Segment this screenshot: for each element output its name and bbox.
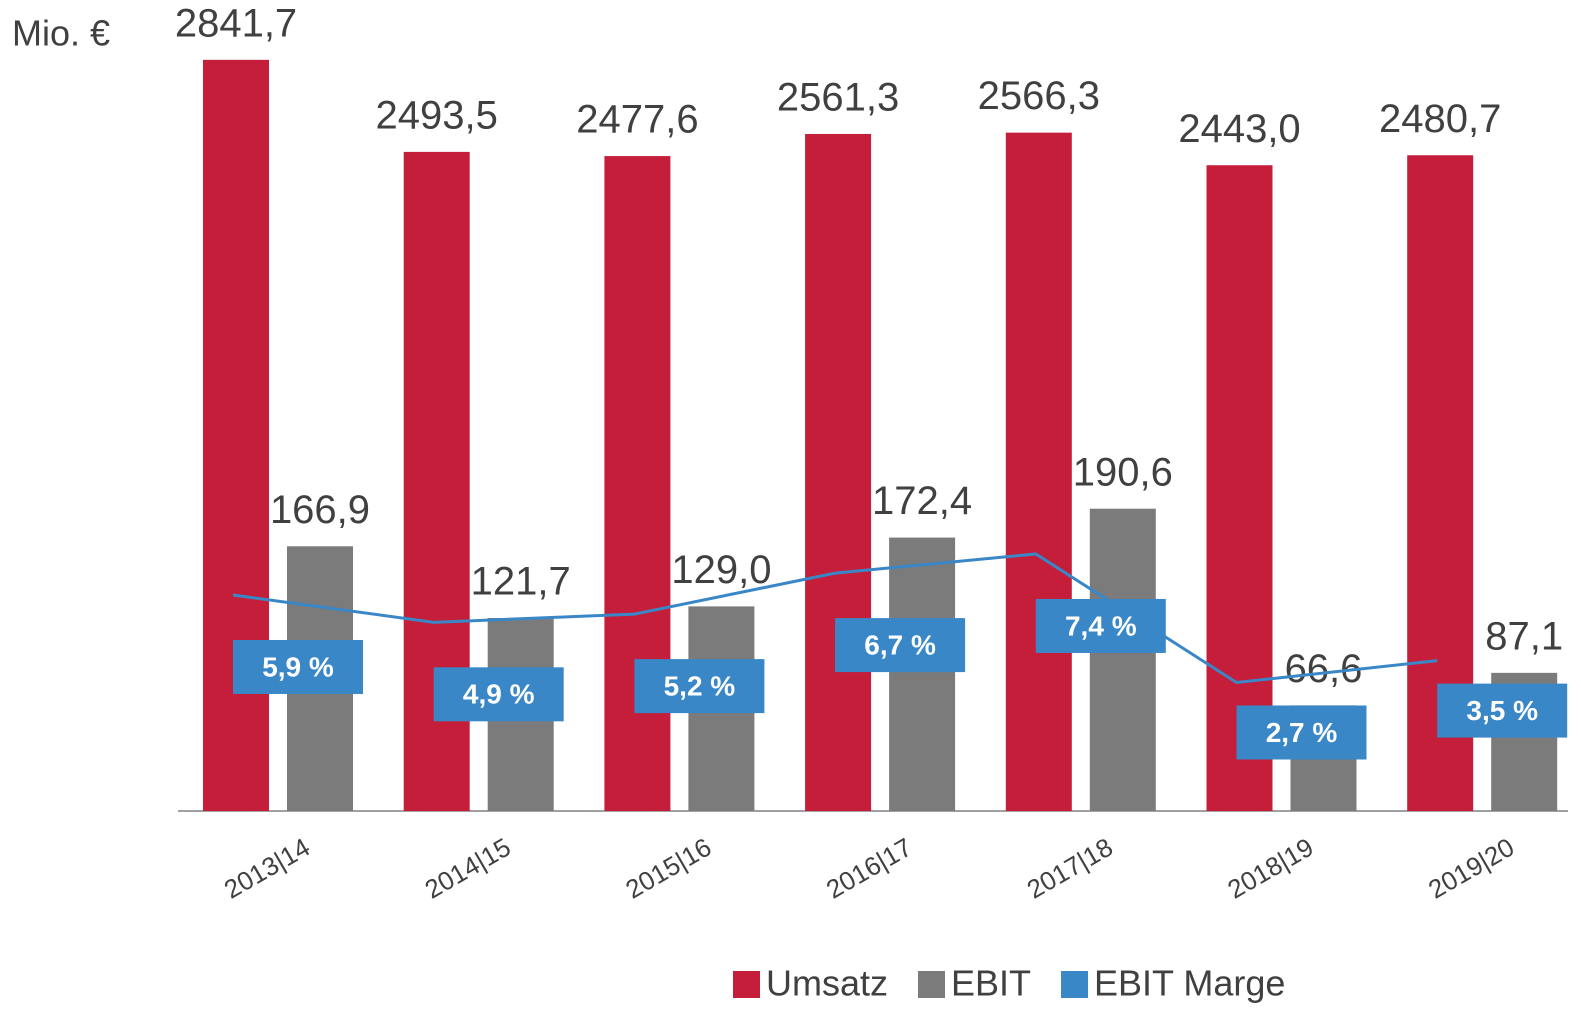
label-box	[1437, 683, 1568, 738]
data-label: 6,7 %	[864, 629, 936, 660]
label-box	[835, 618, 966, 673]
bar	[1005, 132, 1072, 812]
unit-label: Mio. €	[12, 13, 110, 54]
data-label: 5,9 %	[262, 651, 334, 682]
x-tick-label: 2019|20	[1423, 832, 1519, 905]
legend-swatch	[1061, 971, 1089, 998]
legend-swatch	[918, 971, 946, 998]
x-tick-label: 2014|15	[420, 832, 516, 905]
x-tick-label: 2016|17	[821, 832, 917, 905]
x-tick-label: 2013|14	[219, 832, 315, 905]
label-box	[1035, 598, 1166, 653]
bar	[1089, 508, 1156, 811]
data-label: 87,1	[1485, 614, 1563, 658]
line	[232, 552, 1438, 685]
data-label: 129,0	[671, 548, 771, 592]
data-label: 2841,7	[175, 1, 297, 45]
data-label: 7,4 %	[1065, 610, 1137, 641]
data-label: 2566,3	[978, 74, 1100, 118]
legend-label: EBIT Marge	[1094, 963, 1285, 1004]
x-tick-label: 2017|18	[1022, 832, 1118, 905]
legend-label: EBIT	[951, 963, 1031, 1004]
data-label: 4,9 %	[463, 679, 535, 710]
data-label: 2,7 %	[1266, 717, 1338, 748]
x-tick-label: 2015|16	[620, 832, 716, 905]
label-box	[233, 639, 363, 694]
legend-swatch	[733, 971, 760, 998]
data-label: 190,6	[1073, 450, 1173, 494]
bar	[203, 59, 269, 811]
x-tick-label: 2018|19	[1222, 832, 1318, 905]
data-label: 2480,7	[1379, 97, 1501, 141]
data-label: 172,4	[872, 479, 972, 523]
data-label: 2493,5	[376, 93, 498, 137]
data-label: 3,5 %	[1466, 695, 1538, 726]
label-box	[634, 659, 765, 714]
data-label: 166,9	[270, 488, 370, 532]
label-box	[433, 667, 564, 722]
bar	[1206, 165, 1273, 812]
data-label: 2561,3	[777, 76, 899, 120]
label-box	[1236, 705, 1367, 760]
data-label: 2443,0	[1178, 107, 1300, 151]
bar	[889, 537, 956, 811]
data-label: 121,7	[471, 560, 571, 604]
legend-label: Umsatz	[766, 963, 888, 1004]
data-label: 2477,6	[576, 98, 698, 142]
data-label: 5,2 %	[664, 671, 736, 702]
bar	[805, 133, 872, 812]
